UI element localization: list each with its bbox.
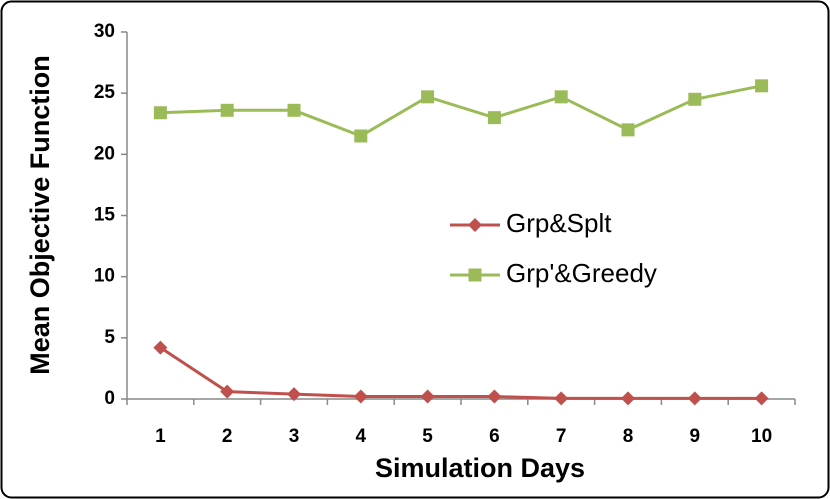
data-point — [621, 391, 635, 406]
data-point — [554, 391, 569, 406]
y-tick-label: 30 — [94, 21, 115, 42]
data-point — [354, 129, 368, 143]
data-point — [153, 340, 168, 355]
data-point — [287, 103, 301, 117]
legend-label: Grp&Splt — [506, 208, 612, 238]
data-point — [421, 90, 435, 104]
x-tick-label: 2 — [222, 426, 233, 447]
data-point — [688, 92, 702, 106]
data-point — [687, 391, 702, 406]
data-point — [621, 123, 635, 137]
y-tick-label: 5 — [104, 327, 115, 348]
data-point — [220, 384, 235, 399]
legend-marker — [468, 268, 482, 282]
x-tick-label: 7 — [556, 426, 567, 447]
y-tick-label: 0 — [104, 388, 115, 409]
series-line — [160, 84, 762, 138]
x-tick-label: 8 — [623, 426, 634, 447]
data-point — [420, 389, 435, 404]
x-tick-label: 10 — [751, 426, 772, 447]
legend-marker — [468, 218, 482, 232]
x-tick-label: 6 — [489, 426, 500, 447]
series-line — [159, 346, 762, 400]
data-point — [153, 106, 167, 120]
data-point — [287, 387, 301, 402]
legend-label: Grp'&Greedy — [506, 258, 657, 288]
data-point — [353, 389, 368, 404]
x-tick-label: 9 — [690, 426, 701, 447]
y-tick-label: 25 — [94, 82, 116, 103]
x-tick-label: 3 — [289, 426, 300, 447]
x-axis-title: Simulation Days — [375, 453, 585, 483]
data-point — [754, 391, 769, 406]
data-point — [554, 90, 568, 104]
data-point — [487, 111, 501, 125]
x-tick-label: 1 — [155, 426, 166, 447]
data-point — [755, 79, 769, 93]
y-tick-label: 15 — [94, 205, 116, 226]
x-tick-label: 4 — [356, 426, 367, 447]
data-point — [220, 103, 234, 117]
y-axis-title: Mean Objective Function — [25, 55, 55, 375]
data-point — [487, 389, 502, 404]
y-tick-label: 10 — [94, 266, 115, 287]
y-tick-label: 20 — [94, 143, 115, 164]
x-tick-label: 5 — [422, 426, 433, 447]
